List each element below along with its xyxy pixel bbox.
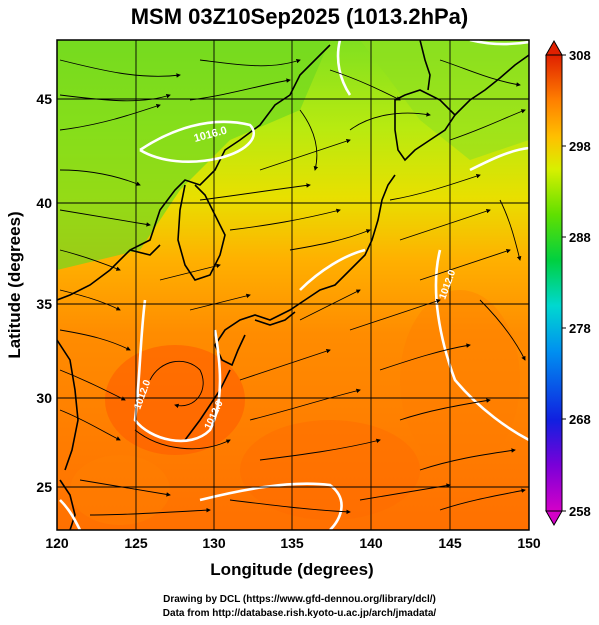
colorbar-top-arrow — [545, 39, 563, 56]
x-tick: 145 — [438, 535, 462, 551]
colorbar-tick: 308 — [569, 48, 591, 63]
colorbar-tick: 288 — [569, 230, 591, 245]
x-tick-labels: 120 125 130 135 140 145 150 — [45, 535, 541, 551]
temperature-field — [57, 40, 529, 530]
x-tick: 120 — [45, 535, 69, 551]
colorbar-tick: 298 — [569, 139, 591, 154]
y-tick-labels: 45 40 35 30 25 — [36, 91, 52, 495]
x-tick: 125 — [124, 535, 148, 551]
colorbar-tick: 268 — [569, 412, 591, 427]
x-tick: 150 — [517, 535, 541, 551]
footer-credit-data: Data from http://database.rish.kyoto-u.a… — [162, 608, 437, 619]
y-tick: 25 — [36, 479, 52, 495]
y-tick: 35 — [36, 296, 52, 312]
x-tick: 130 — [202, 535, 226, 551]
y-tick: 40 — [36, 195, 52, 211]
colorbar-tick: 258 — [569, 504, 591, 519]
colorbar: 308 298 288 278 268 258 — [545, 39, 591, 527]
y-tick: 45 — [36, 91, 52, 107]
graticule — [57, 40, 529, 530]
colorbar-bottom-arrow — [545, 510, 563, 527]
map-title: MSM 03Z10Sep2025 (1013.2hPa) — [130, 4, 469, 29]
colorbar-tick: 278 — [569, 321, 591, 336]
x-tick: 135 — [280, 535, 304, 551]
x-tick: 140 — [359, 535, 383, 551]
plot-frame — [56, 39, 530, 531]
y-axis-label: Latitude (degrees) — [5, 211, 24, 358]
wind-streamlines — [59, 59, 526, 516]
y-tick: 30 — [36, 390, 52, 406]
x-axis-label: Longitude (degrees) — [210, 560, 373, 579]
isobars — [59, 40, 529, 530]
footer-credit-dcl: Drawing by DCL (https://www.gfd-dennou.o… — [163, 594, 436, 605]
